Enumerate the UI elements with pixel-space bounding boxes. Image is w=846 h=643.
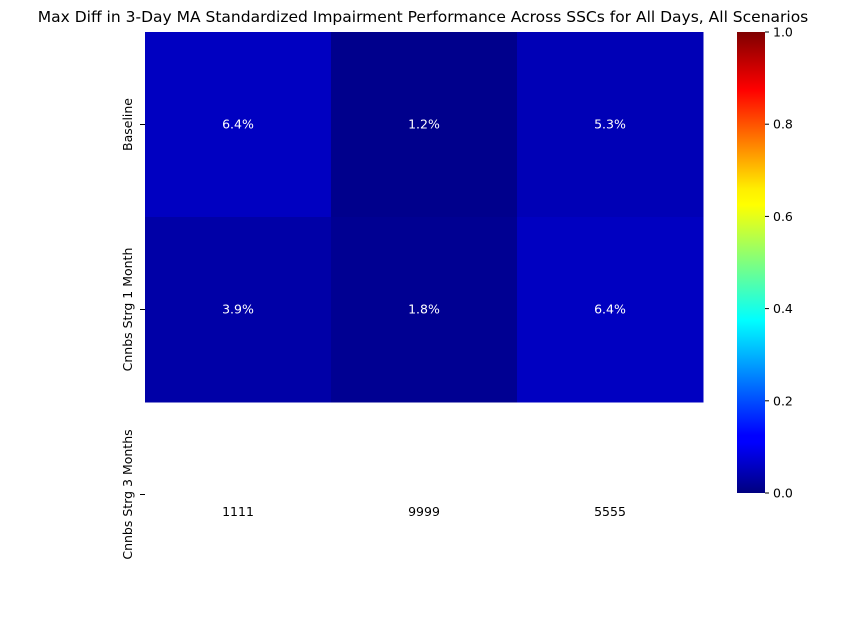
colorbar-tick-label: 0.4 xyxy=(773,301,793,316)
cell-value-label: 1.2% xyxy=(408,117,440,132)
heatmap-cell xyxy=(331,32,518,218)
x-tick-label: 1111 xyxy=(222,504,254,519)
cell-value-label: 6.4% xyxy=(594,302,626,317)
colorbar-gradient xyxy=(737,32,765,493)
colorbar-tick-label: 0.6 xyxy=(773,209,793,224)
x-axis: 1111 9999 5555 xyxy=(222,504,626,519)
colorbar-tick-label: 0.8 xyxy=(773,117,793,132)
colorbar-tick-label: 0.2 xyxy=(773,393,793,408)
colorbar xyxy=(737,32,765,493)
cell-value-label: 5.3% xyxy=(594,117,626,132)
colorbar-tick-label: 1.0 xyxy=(773,25,793,40)
colorbar-tick-label: 0.0 xyxy=(773,486,793,501)
chart-title: Max Diff in 3-Day MA Standardized Impair… xyxy=(38,8,809,26)
y-axis: Baseline Cnnbs Strg 1 Month Cnnbs Strg 3 M… xyxy=(120,98,145,560)
heatmap-cell xyxy=(145,217,332,403)
y-tick-label: Cnnbs Strg 1 Month xyxy=(120,248,135,372)
heatmap-cell xyxy=(517,32,704,218)
colorbar-ticks: 0.0 0.2 0.4 0.6 0.8 1.0 xyxy=(765,25,793,501)
cell-value-label: 3.9% xyxy=(222,302,254,317)
y-tick-label: Cnnbs Strg 3 Months xyxy=(120,429,135,559)
y-tick-label: Baseline xyxy=(120,98,135,151)
cell-value-label: 6.4% xyxy=(222,117,254,132)
heatmap-cell xyxy=(331,217,518,403)
heatmap-cell xyxy=(145,32,332,218)
heatmap-cell xyxy=(517,217,704,403)
x-tick-label: 9999 xyxy=(408,504,440,519)
heatmap-cell-labels: 6.4% 1.2% 5.3% 3.9% 1.8% 6.4% xyxy=(222,117,626,317)
x-tick-label: 5555 xyxy=(594,504,626,519)
cell-value-label: 1.8% xyxy=(408,302,440,317)
heatmap-cells xyxy=(145,32,704,403)
